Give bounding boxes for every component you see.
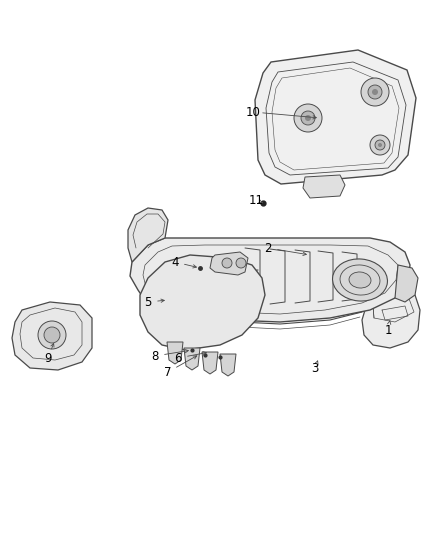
Text: 3: 3: [311, 361, 319, 375]
Text: 2: 2: [264, 241, 272, 254]
Polygon shape: [303, 175, 345, 198]
Circle shape: [378, 143, 382, 147]
Polygon shape: [167, 342, 183, 364]
Text: 11: 11: [248, 193, 264, 206]
Circle shape: [370, 135, 390, 155]
Text: 8: 8: [151, 350, 159, 362]
Text: 9: 9: [44, 351, 52, 365]
Text: 5: 5: [144, 295, 152, 309]
Circle shape: [368, 85, 382, 99]
Circle shape: [236, 258, 246, 268]
Polygon shape: [395, 265, 418, 302]
Polygon shape: [255, 50, 416, 184]
Circle shape: [222, 258, 232, 268]
Ellipse shape: [349, 272, 371, 288]
Polygon shape: [140, 255, 265, 350]
Circle shape: [375, 140, 385, 150]
Circle shape: [38, 321, 66, 349]
Text: 7: 7: [164, 366, 172, 378]
Circle shape: [301, 111, 315, 125]
Circle shape: [372, 89, 378, 95]
Ellipse shape: [332, 259, 388, 301]
Polygon shape: [12, 302, 92, 370]
Polygon shape: [362, 288, 420, 348]
Circle shape: [44, 327, 60, 343]
Text: 4: 4: [171, 255, 179, 269]
Text: 6: 6: [174, 351, 182, 365]
Polygon shape: [220, 354, 236, 376]
Circle shape: [361, 78, 389, 106]
Circle shape: [305, 115, 311, 121]
Polygon shape: [128, 208, 168, 262]
Polygon shape: [130, 238, 410, 322]
Text: 1: 1: [384, 324, 392, 336]
Text: 10: 10: [246, 106, 261, 118]
Polygon shape: [184, 348, 200, 370]
Circle shape: [294, 104, 322, 132]
Polygon shape: [210, 252, 248, 275]
Polygon shape: [202, 352, 218, 374]
